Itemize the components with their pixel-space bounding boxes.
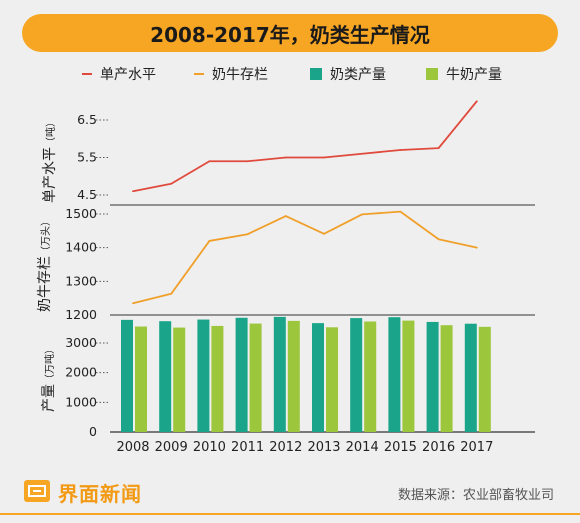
y-tick-label: 1500 [65, 206, 97, 221]
y-tick-label: 1000 [65, 394, 97, 409]
chart-title: 2008-2017年，奶类生产情况 [22, 14, 558, 52]
data-point [361, 213, 364, 216]
legend-label-yield: 单产水平 [100, 67, 156, 83]
brand-logo-glyph [28, 485, 46, 497]
chart-canvas: 4.5 5.5 6.5 1200 1300 1400 1500 0 1000 2000 3000 20… [65, 100, 535, 455]
data-point [437, 238, 440, 241]
data-point [284, 156, 287, 159]
bar [478, 326, 491, 432]
legend-swatch-yield [82, 73, 92, 75]
y-tick-label: 0 [89, 424, 97, 439]
data-point [208, 240, 211, 242]
data-point [399, 149, 402, 151]
data-point [323, 232, 325, 235]
x-tick-label: 2008 [116, 440, 149, 455]
x-tick-label: 2012 [269, 440, 302, 455]
data-point [208, 160, 211, 163]
bar [249, 323, 262, 432]
x-tick-label: 2013 [307, 440, 340, 455]
x-tick-label: 2017 [460, 440, 493, 455]
legend-label-milk-output: 牛奶产量 [446, 67, 502, 83]
data-point [246, 233, 249, 236]
legend: 单产水平 奶牛存栏 奶类产量 牛奶产量 [0, 64, 580, 88]
y-tick-label: 6.5 [77, 112, 97, 127]
y-tick-label: 1400 [65, 240, 97, 255]
legend-item-milk-output: 牛奶产量 [426, 64, 502, 84]
bar [159, 321, 172, 432]
series-line [132, 210, 477, 305]
bar [464, 323, 477, 432]
y-tick-label: 5.5 [77, 150, 97, 165]
bar [211, 325, 224, 432]
legend-item-dairy-output: 奶类产量 [310, 64, 386, 84]
legend-item-herd: 奶牛存栏 [194, 64, 268, 84]
data-point [284, 215, 287, 217]
bar [350, 318, 363, 432]
data-point [475, 100, 478, 103]
bar [440, 325, 453, 432]
footer-divider [0, 513, 580, 515]
data-point [399, 210, 402, 213]
x-tick-label: 2015 [384, 440, 417, 455]
brand-logo-icon [24, 480, 50, 502]
legend-swatch-dairy-output [310, 68, 322, 80]
y-tick-label: 1200 [65, 307, 97, 322]
bar [273, 316, 286, 432]
x-tick-label: 2016 [422, 440, 455, 455]
bar [426, 321, 439, 432]
legend-label-herd: 奶牛存栏 [212, 67, 268, 83]
bar [312, 323, 324, 432]
data-point [170, 292, 173, 295]
data-point [437, 147, 440, 150]
brand-name: 界面新闻 [58, 482, 142, 506]
data-point [323, 156, 325, 159]
x-tick-label: 2011 [231, 440, 264, 455]
series-line [132, 100, 478, 193]
bar [235, 317, 248, 432]
data-source: 数据来源：农业部畜牧业司 [397, 488, 554, 503]
bar [326, 327, 338, 432]
bar [197, 319, 210, 432]
legend-swatch-milk-output [426, 68, 438, 80]
x-tick-label: 2009 [155, 440, 188, 455]
legend-swatch-herd [194, 73, 204, 75]
footer: 界面新闻 数据来源：农业部畜牧业司 [0, 466, 580, 523]
x-tick-label: 2010 [193, 440, 226, 455]
y-tick-label: 3000 [65, 335, 97, 350]
data-point [132, 190, 134, 193]
bar [402, 320, 415, 432]
bar [388, 317, 401, 432]
data-point [246, 160, 249, 163]
data-point [361, 152, 364, 155]
y-tick-label: 2000 [65, 365, 97, 380]
y-tick-label: 1300 [65, 273, 97, 288]
bar [121, 319, 133, 432]
bar [287, 320, 300, 432]
bar [135, 326, 147, 432]
legend-item-yield: 单产水平 [82, 64, 156, 84]
data-point [132, 302, 134, 305]
bar [364, 321, 377, 432]
y-tick-label: 4.5 [77, 187, 97, 202]
bar [173, 327, 186, 432]
legend-label-dairy-output: 奶类产量 [330, 67, 386, 83]
x-tick-label: 2014 [346, 440, 379, 455]
data-point [475, 246, 478, 249]
data-point [170, 182, 173, 185]
